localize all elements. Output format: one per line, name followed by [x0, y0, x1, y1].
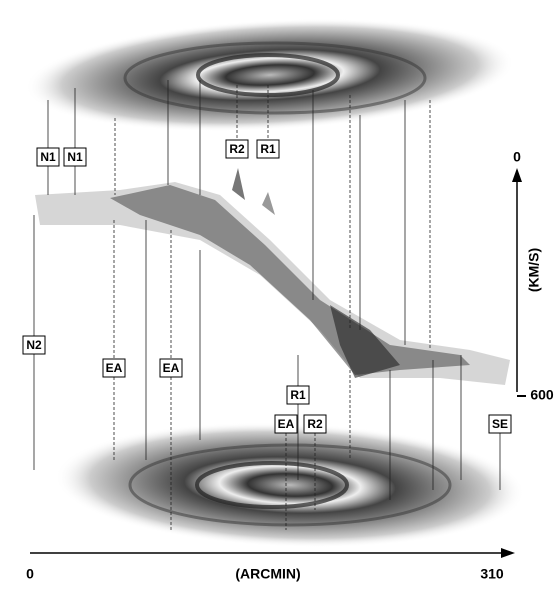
label: R2	[225, 139, 249, 159]
label-text: N1	[40, 150, 56, 164]
label: EA	[274, 414, 298, 434]
label-text: EA	[278, 417, 295, 431]
position-velocity-diagram	[35, 168, 510, 385]
label-text: EA	[163, 361, 180, 375]
label: N2	[22, 335, 46, 355]
label: SE	[488, 414, 512, 434]
bottom-labels: N2 EA EA R1 EA R2 SE	[22, 335, 512, 434]
label-text: R1	[260, 142, 276, 156]
label-text: SE	[492, 417, 508, 431]
velocity-axis: 0 (KM/S) 600	[512, 149, 554, 403]
label-text: N1	[67, 150, 83, 164]
axis-label: 600	[530, 387, 554, 403]
axis-title: (ARCMIN)	[235, 566, 300, 582]
label: N1	[63, 147, 87, 167]
label-text: EA	[106, 361, 123, 375]
guide-lines	[33, 80, 501, 530]
label: N1	[36, 147, 60, 167]
top-galaxy	[25, 18, 515, 132]
label-text: R1	[290, 388, 306, 402]
label: R1	[286, 385, 310, 405]
top-labels: N1 N1 R2 R1	[36, 139, 280, 167]
label-text: R2	[307, 417, 323, 431]
label-text: N2	[26, 338, 42, 352]
bottom-galaxy	[55, 422, 525, 548]
axis-label: 0	[26, 566, 34, 582]
label: R1	[256, 139, 280, 159]
label-text: R2	[229, 142, 245, 156]
label: EA	[102, 358, 126, 378]
label: R2	[303, 414, 327, 434]
axis-label: 0	[513, 149, 521, 165]
axis-title: (KM/S)	[526, 248, 542, 292]
label: EA	[159, 358, 183, 378]
position-axis: 0 (ARCMIN) 310	[26, 548, 515, 582]
axis-label: 310	[480, 566, 504, 582]
